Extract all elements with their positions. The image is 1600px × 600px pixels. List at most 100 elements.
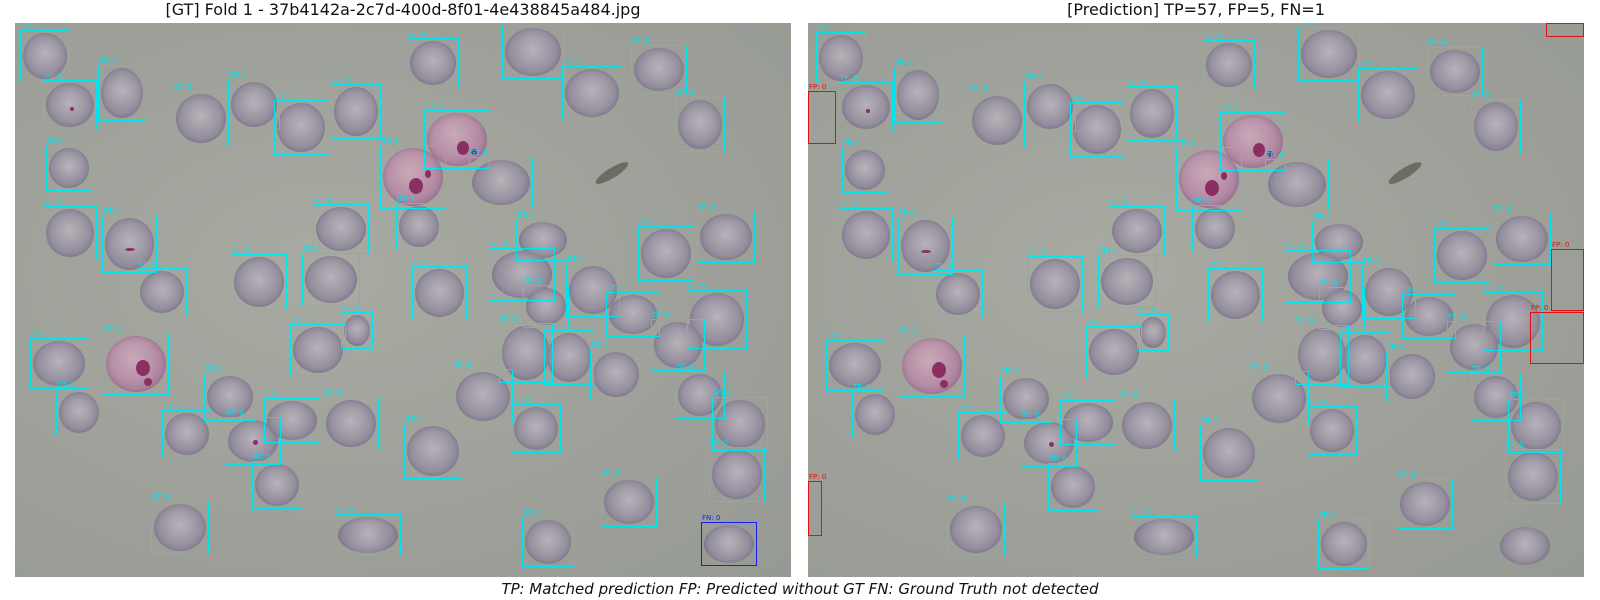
tp-box-label: TP: 1 <box>1177 139 1195 147</box>
red-blood-cell <box>641 229 691 278</box>
fp-box-label: FP: 0 <box>809 83 827 91</box>
fn-bounding-box: FN: 0 <box>701 514 757 566</box>
tp-box-label: TP: 0 <box>1494 205 1512 213</box>
red-blood-cell <box>23 33 67 79</box>
tp-box-label: TP: 0 <box>1359 60 1377 68</box>
red-blood-cell <box>526 288 566 325</box>
tp-bounding-box: TP: 0 <box>1508 391 1564 453</box>
tp-bounding-box: TP: 0 <box>1000 367 1052 423</box>
tp-bounding-box: TP: 0 <box>1298 23 1360 81</box>
gt-box-label: GT: 0 <box>253 453 271 461</box>
gt-bounding-box: GT: 0 <box>274 92 328 155</box>
parasite-spot <box>457 141 469 155</box>
tp-bounding-box: TP: 0 <box>1192 197 1238 252</box>
gt-bounding-box: GT: 0 <box>638 218 694 281</box>
tp-bounding-box: TP: 0 <box>1109 198 1165 256</box>
tp-box-label: TP: 0 <box>1001 367 1019 375</box>
tp-bounding-box: TP: 0 <box>839 74 893 132</box>
tp-bounding-box: TP: 0 <box>1137 306 1169 351</box>
red-blood-cell <box>1321 522 1367 566</box>
tp-bounding-box: TP: 0 <box>1208 260 1263 322</box>
tp-bounding-box: TP: 0 <box>1127 78 1177 141</box>
gt-box-label: GT: 0 <box>545 322 563 330</box>
red-blood-cell <box>1389 354 1435 399</box>
gt-box-label: GT: 0 <box>524 277 542 285</box>
gt-bounding-box: GT: 0 <box>331 76 381 139</box>
red-blood-cell <box>267 401 317 440</box>
gt-bounding-box: GT: 0 <box>453 361 513 424</box>
red-blood-cell <box>819 35 863 81</box>
gt-bounding-box: GT: 0 <box>544 322 594 385</box>
gt-bounding-box: GT: 0 <box>43 72 97 130</box>
red-blood-cell <box>1211 271 1260 319</box>
parasite-spot <box>1049 442 1054 447</box>
gt-box-label: GT: 0 <box>470 149 488 157</box>
red-blood-cell <box>1365 268 1413 316</box>
tp-bounding-box: TP: 0 <box>1295 317 1349 385</box>
tp-box-label: TP: 0 <box>1049 455 1067 463</box>
gt-bounding-box: GT: 0 <box>709 439 765 502</box>
red-blood-cell <box>609 295 657 334</box>
gt-box-label: GT: 0 <box>500 315 518 323</box>
gt-box-label: GT: 0 <box>676 363 694 371</box>
red-blood-cell <box>1122 402 1172 449</box>
gt-bounding-box: GT: 0 <box>264 390 320 443</box>
red-blood-cell <box>505 28 561 76</box>
tp-box-label: TP: 0 <box>1308 398 1326 406</box>
gt-bounding-box: GT: 0 <box>102 207 157 273</box>
tp-box-label: TP: 0 <box>934 262 952 270</box>
tp-box-label: TP: 1 <box>1221 104 1239 112</box>
gt-box-label: GT: 0 <box>698 203 716 211</box>
tp-box-label: TP: 0 <box>1506 441 1524 449</box>
gt-box-label: GT: 0 <box>47 137 65 145</box>
gt-bounding-box: GT: 0 <box>516 211 570 261</box>
red-blood-cell <box>1134 519 1194 555</box>
tp-bounding-box: TP: 0 <box>894 59 942 123</box>
red-blood-cell <box>344 315 370 346</box>
tp-box-label: TP: 0 <box>1025 73 1043 81</box>
fp-box-label: FP: 0 <box>809 473 827 481</box>
tp-bounding-box: TP: 0 <box>1285 242 1351 303</box>
gt-bounding-box: GT: 0 <box>341 304 373 349</box>
gt-box-label: GT: 0 <box>567 255 585 263</box>
gt-box-label: GT: 0 <box>336 506 354 514</box>
tp-bounding-box: TP: 0 <box>826 332 884 391</box>
red-blood-cell <box>1195 208 1235 249</box>
parasite-spot <box>1221 172 1227 180</box>
parasite-spot <box>940 380 948 388</box>
gt-bounding-box: GT: 0 <box>290 316 346 376</box>
gt-bounding-box: GT: 0 <box>43 198 97 260</box>
right-panel-title: [Prediction] TP=57, FP=5, FN=1 <box>1067 0 1325 19</box>
parasite-spot <box>1267 151 1273 157</box>
tp-bounding-box: TP: 1 <box>1176 139 1242 211</box>
gt-box-label: GT: 0 <box>676 89 694 97</box>
red-blood-cell <box>1051 466 1095 508</box>
gt-box-label: GT: 0 <box>229 71 247 79</box>
red-blood-cell <box>1361 71 1415 119</box>
tp-box-label: TP: 0 <box>1201 417 1219 425</box>
tp-box-label: TP: 0 <box>1320 279 1338 287</box>
gt-bounding-box: GT: 0 <box>631 37 687 94</box>
red-blood-cell <box>1112 209 1162 253</box>
parasite-spot <box>866 109 870 113</box>
gt-bounding-box: GT: 0 <box>228 71 280 130</box>
tp-box-label: TP: 0 <box>1286 242 1304 250</box>
red-blood-cell <box>972 96 1022 145</box>
gt-box-label: GT: 0 <box>44 198 62 206</box>
red-blood-cell <box>829 343 881 388</box>
red-blood-cell <box>1496 216 1548 262</box>
gt-box-label: GT: 0 <box>713 389 731 397</box>
tp-bounding-box: TP: 0 <box>839 200 893 262</box>
tp-bounding-box: TP: 0 <box>1362 257 1416 319</box>
gt-bounding-box: GT: 0 <box>606 284 660 337</box>
red-blood-cell <box>49 148 89 188</box>
gt-bounding-box: GT: 0 <box>231 246 287 310</box>
gt-box-label: GT: 0 <box>591 341 609 349</box>
tp-bounding-box: TP: 0 <box>1086 318 1142 378</box>
red-blood-cell <box>1130 89 1174 138</box>
tp-bounding-box: TP: 0 <box>1505 441 1561 504</box>
red-blood-cell <box>338 517 398 553</box>
infected-cell <box>1179 150 1239 208</box>
tp-box-label: TP: 0 <box>1428 39 1446 47</box>
tp-bounding-box: TP: 0 <box>1307 398 1357 455</box>
